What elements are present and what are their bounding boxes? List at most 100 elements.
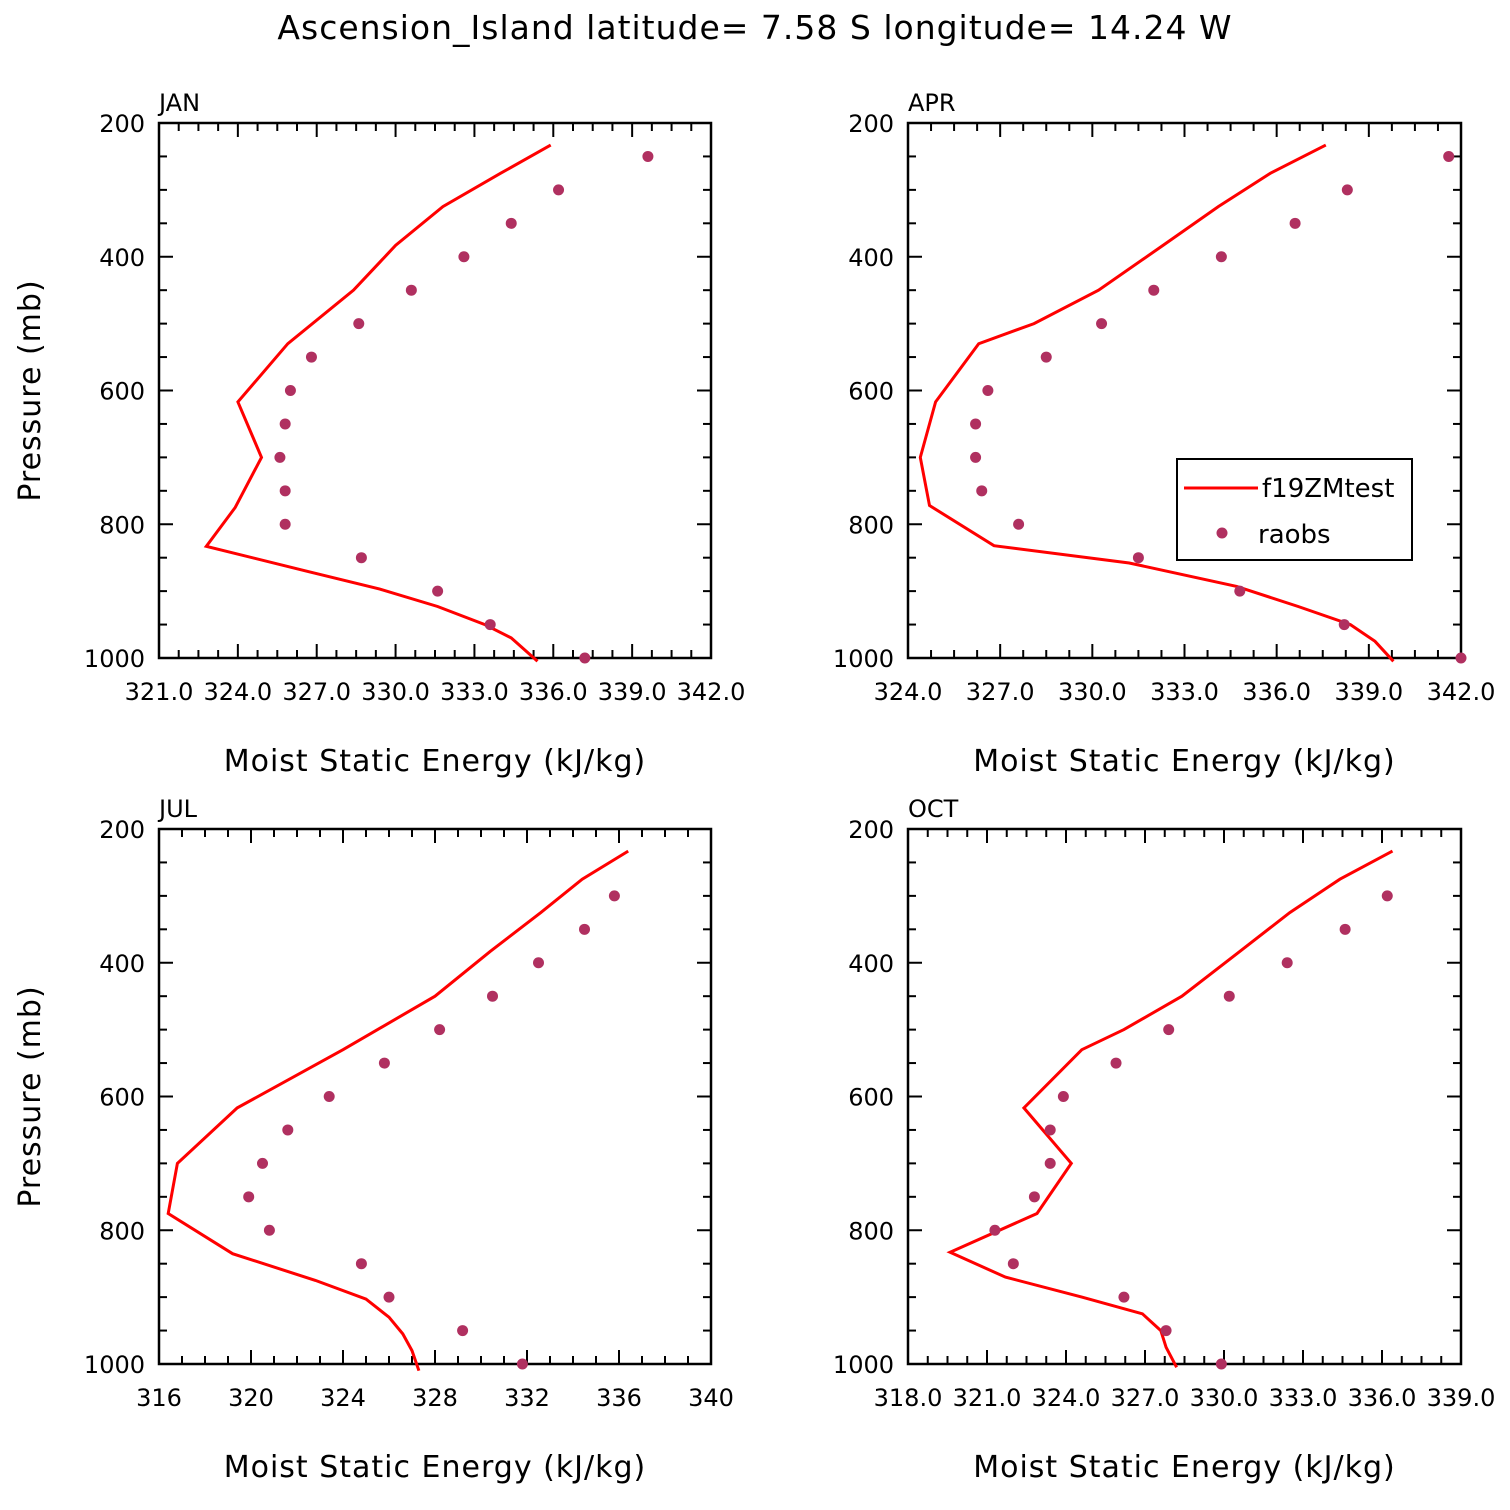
raobs-point: [1044, 1157, 1056, 1169]
y-tick-label: 1000: [833, 1351, 894, 1379]
raobs-point: [1281, 957, 1293, 969]
raobs-point: [608, 890, 620, 902]
x-tick-label: 324.0: [874, 678, 943, 706]
x-tick-label: 336.0: [1348, 1384, 1417, 1412]
raobs-point: [1215, 251, 1227, 263]
series-line-f19ZMtest: [166, 849, 629, 1372]
legend-label-model: f19ZMtest: [1262, 474, 1394, 504]
raobs-point: [457, 1325, 469, 1337]
raobs-point: [432, 585, 444, 597]
raobs-point: [1132, 552, 1144, 564]
raobs-point: [1160, 1325, 1172, 1337]
x-tick-label: 339.0: [598, 678, 667, 706]
y-tick-label: 1000: [833, 645, 894, 673]
x-tick-label: 327.0: [282, 678, 351, 706]
raobs-point: [434, 1024, 446, 1036]
raobs-point: [274, 451, 286, 463]
x-tick-label: 333.0: [440, 678, 509, 706]
x-tick-label: 342.0: [1427, 678, 1496, 706]
x-tick-label: 339.0: [1334, 678, 1403, 706]
raobs-point: [1455, 652, 1467, 664]
panel-label: OCT: [908, 795, 959, 823]
raobs-point: [505, 217, 517, 229]
y-tick-label: 400: [848, 950, 894, 978]
x-tick-label: 324: [320, 1384, 366, 1412]
raobs-point: [279, 485, 291, 497]
x-tick-label: 320: [228, 1384, 274, 1412]
x-axis-title: Moist Static Energy (kJ/kg): [224, 744, 647, 779]
raobs-point: [284, 385, 296, 396]
x-tick-label: 330.0: [1190, 1384, 1259, 1412]
raobs-point: [1040, 351, 1052, 363]
raobs-point: [553, 184, 565, 196]
y-tick-label: 800: [848, 1217, 894, 1245]
x-tick-label: 324.0: [203, 678, 272, 706]
y-tick-label: 1000: [84, 645, 145, 673]
raobs-point: [1013, 518, 1025, 530]
x-tick-label: 340: [688, 1384, 734, 1412]
y-tick-label: 1000: [84, 1351, 145, 1379]
y-axis-title: Pressure (mb): [13, 279, 48, 501]
raobs-point: [970, 418, 982, 430]
raobs-point: [282, 1124, 294, 1136]
raobs-point: [279, 518, 291, 530]
y-tick-label: 600: [848, 1084, 894, 1112]
x-tick-label: 316: [136, 1384, 182, 1412]
y-axis-title: Pressure (mb): [13, 985, 48, 1207]
raobs-point: [1096, 318, 1108, 330]
x-tick-label: 330.0: [1058, 678, 1127, 706]
x-tick-label: 333.0: [1150, 678, 1219, 706]
y-tick-label: 600: [99, 1084, 145, 1112]
y-tick-label: 400: [99, 244, 145, 272]
legend-marker-swatch: [1216, 527, 1228, 539]
series-line-f19ZMtest: [918, 143, 1395, 663]
raobs-point: [484, 619, 496, 631]
x-tick-label: 332: [504, 1384, 550, 1412]
raobs-point: [1339, 923, 1351, 935]
x-tick-label: 330.0: [361, 678, 430, 706]
panel-oct: OCT 318.0 321.0 324.0 327.0 330.0 333.0 336.0 33…: [833, 795, 1495, 1485]
raobs-point: [405, 284, 417, 296]
x-tick-label: 328: [412, 1384, 458, 1412]
raobs-point: [257, 1157, 268, 1169]
raobs-point: [378, 1057, 390, 1069]
raobs-point: [976, 485, 988, 497]
raobs-point: [355, 552, 367, 564]
y-tick-label: 200: [848, 110, 894, 138]
x-tick-label: 324.0: [1032, 1384, 1101, 1412]
series-line-f19ZMtest: [946, 849, 1394, 1368]
raobs-point: [263, 1224, 275, 1236]
y-tick-label: 800: [99, 511, 145, 539]
y-tick-label: 200: [99, 110, 145, 138]
panel-jan: JAN 321.0 324.0 327.0 330.0 333.0 336.0 339.0 34…: [13, 89, 745, 779]
raobs-point: [982, 385, 994, 396]
raobs-point: [579, 923, 590, 935]
panel-label: JUL: [157, 795, 198, 823]
series-line-f19ZMtest: [203, 143, 552, 663]
x-axis-title: Moist Static Energy (kJ/kg): [224, 1450, 647, 1485]
y-tick-label: 200: [99, 816, 145, 844]
raobs-point: [1057, 1091, 1069, 1102]
panel-jul: JUL 316 320 324 328 332 336 340 200 400 600 800 1000…: [13, 795, 734, 1485]
plot-frame: [157, 827, 713, 1366]
legend-label-obs: raobs: [1258, 520, 1331, 550]
x-tick-label: 339.0: [1427, 1384, 1496, 1412]
panel-label: APR: [908, 89, 956, 117]
x-tick-label: 336.0: [1242, 678, 1311, 706]
x-tick-label: 333.0: [1269, 1384, 1338, 1412]
raobs-point: [970, 451, 982, 463]
raobs-point: [989, 1224, 1001, 1236]
raobs-point: [1381, 890, 1393, 902]
raobs-point: [353, 318, 365, 330]
y-tick-label: 800: [848, 511, 894, 539]
y-tick-label: 400: [848, 244, 894, 272]
raobs-point: [1044, 1124, 1056, 1136]
raobs-point: [279, 418, 291, 430]
raobs-point: [1341, 184, 1353, 196]
raobs-point: [516, 1358, 528, 1370]
raobs-point: [487, 990, 498, 1002]
raobs-point: [305, 351, 317, 363]
y-tick-label: 200: [848, 816, 894, 844]
panel-label: JAN: [157, 89, 200, 117]
